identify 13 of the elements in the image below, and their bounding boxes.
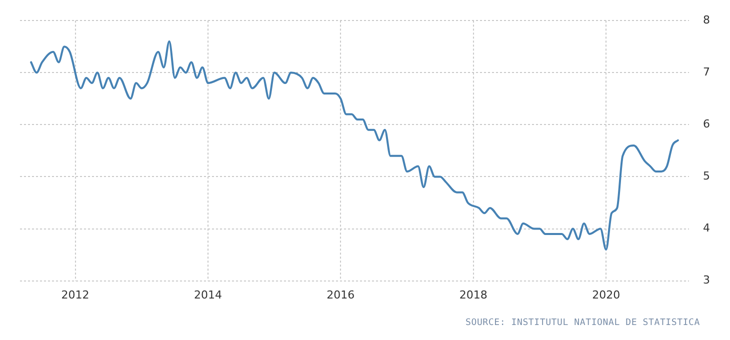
y-tick-label: 5 bbox=[703, 170, 710, 183]
y-tick-label: 4 bbox=[703, 222, 710, 235]
y-tick-label: 8 bbox=[703, 13, 710, 26]
line-series bbox=[30, 40, 679, 251]
y-tick-label: 3 bbox=[703, 274, 710, 287]
x-tick-label: 2018 bbox=[459, 288, 488, 302]
source-note: SOURCE: INSTITUTUL NATIONAL DE STATISTICA bbox=[466, 318, 700, 328]
x-tick-label: 2014 bbox=[194, 288, 222, 302]
x-tick-label: 2012 bbox=[61, 288, 90, 302]
y-tick-label: 7 bbox=[703, 66, 710, 78]
x-tick-label: 2020 bbox=[592, 288, 620, 302]
y-tick-label: 6 bbox=[703, 118, 710, 131]
x-tick-label: 2016 bbox=[326, 288, 355, 302]
